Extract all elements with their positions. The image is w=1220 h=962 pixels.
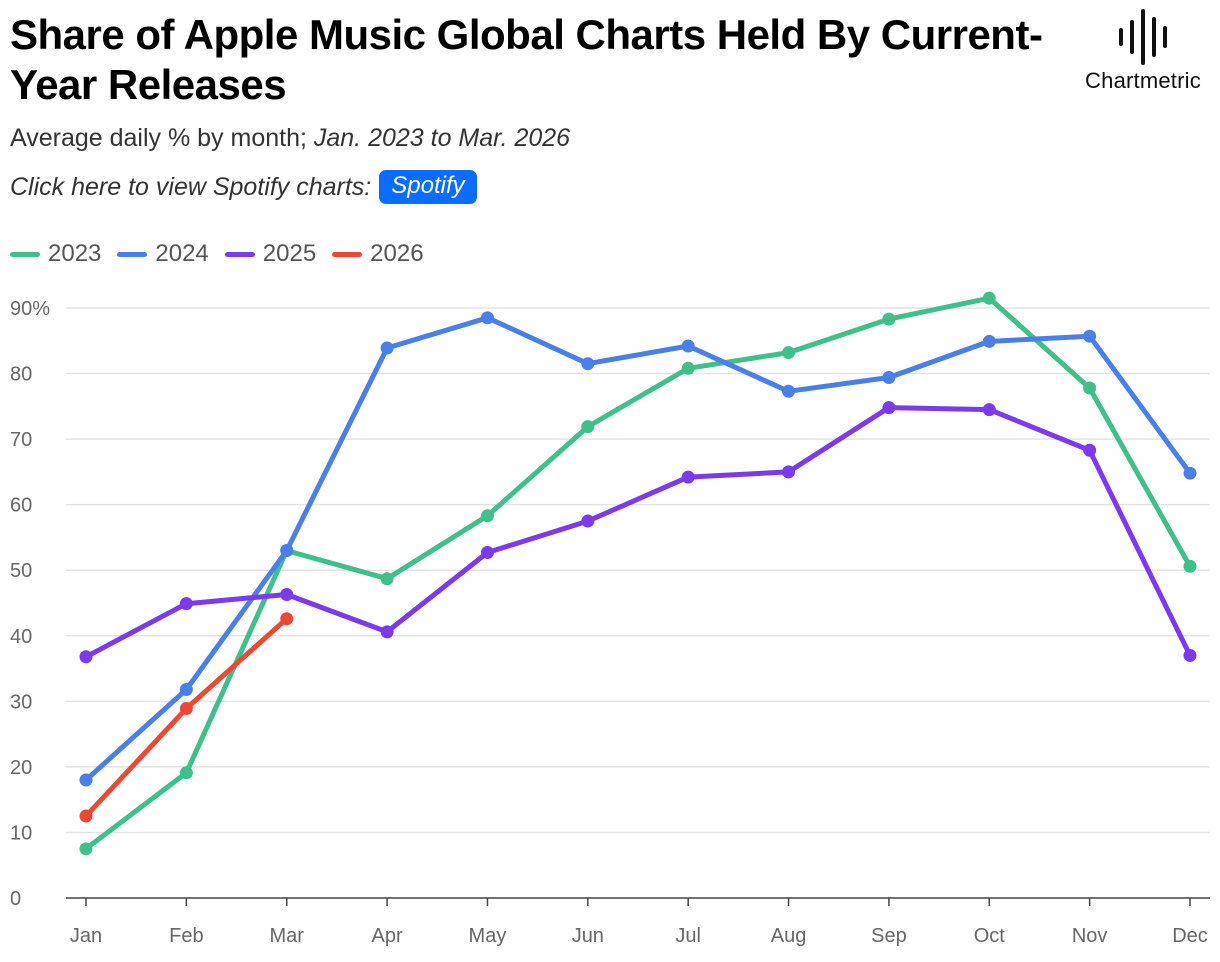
x-tick-label-jun: Jun	[572, 925, 604, 947]
data-point-2025-dec[interactable]	[1183, 648, 1197, 662]
x-tick-label-dec: Dec	[1172, 925, 1208, 947]
data-point-2023-aug[interactable]	[782, 346, 796, 360]
data-point-2026-jan[interactable]	[79, 809, 93, 823]
data-point-2025-oct[interactable]	[982, 403, 996, 417]
y-tick-label-80: 80	[10, 364, 32, 386]
data-point-2023-dec[interactable]	[1183, 559, 1197, 573]
legend-label-2023: 2023	[48, 240, 102, 267]
legend-swatch-2024	[117, 251, 148, 257]
x-tick-label-aug: Aug	[771, 925, 807, 947]
legend-swatch-2025	[224, 251, 255, 257]
x-tick-label-sep: Sep	[871, 925, 907, 947]
subtitle-date-range: Jan. 2023 to Mar. 2026	[313, 124, 571, 152]
series-line-2023[interactable]	[83, 295, 1193, 852]
x-tick-label-mar: Mar	[270, 925, 305, 947]
data-point-2023-feb[interactable]	[179, 766, 193, 780]
chart-legend: 2023 2024 2025 2026	[10, 240, 424, 268]
data-point-2023-jan[interactable]	[79, 842, 93, 856]
legend-swatch-2023	[10, 251, 40, 257]
legend-label-2026: 2026	[370, 240, 424, 267]
data-point-2026-feb[interactable]	[179, 702, 193, 716]
data-point-2023-oct[interactable]	[982, 291, 996, 305]
legend-item-2024[interactable]: 2024	[117, 240, 209, 268]
data-point-2024-may[interactable]	[480, 311, 494, 325]
legend-label-2024: 2024	[155, 240, 209, 267]
data-point-2025-feb[interactable]	[179, 597, 193, 611]
brand-name: Chartmetric	[1085, 68, 1201, 93]
data-point-2024-jul[interactable]	[681, 339, 695, 353]
data-point-2025-jan[interactable]	[79, 650, 93, 664]
spotify-charts-button[interactable]: Spotify	[379, 170, 477, 204]
y-tick-label-60: 60	[10, 495, 32, 517]
spotify-link-line: Click here to view Spotify charts: Spoti…	[10, 170, 477, 204]
y-tick-label-40: 40	[10, 626, 32, 648]
subtitle-prefix: Average daily % by month;	[10, 124, 314, 152]
chart-subtitle: Average daily % by month; Jan. 2023 to M…	[10, 124, 570, 153]
data-point-2024-sep[interactable]	[882, 370, 896, 384]
data-point-2023-nov[interactable]	[1083, 381, 1097, 395]
data-point-2026-mar[interactable]	[280, 612, 294, 626]
spotify-link-prompt: Click here to view Spotify charts:	[10, 172, 372, 201]
soundwave-icon	[1078, 8, 1208, 66]
y-tick-label-0: 0	[10, 888, 21, 910]
data-point-2024-jun[interactable]	[581, 357, 595, 371]
y-tick-label-70: 70	[10, 429, 32, 451]
data-point-2024-oct[interactable]	[982, 334, 996, 348]
data-point-2025-apr[interactable]	[380, 625, 394, 639]
data-point-2023-jul[interactable]	[681, 361, 695, 375]
data-point-2024-mar[interactable]	[280, 544, 294, 558]
series-line-2025[interactable]	[83, 405, 1193, 660]
chartmetric-logo: Chartmetric	[1078, 8, 1208, 94]
legend-item-2025[interactable]: 2025	[224, 240, 317, 268]
x-tick-label-feb: Feb	[169, 925, 203, 947]
series-line-2024[interactable]	[83, 315, 1193, 783]
data-point-2024-feb[interactable]	[179, 683, 193, 697]
data-point-2023-apr[interactable]	[380, 572, 394, 586]
y-tick-label-30: 30	[10, 691, 32, 713]
series-line-2026[interactable]	[83, 616, 290, 819]
x-tick-label-may: May	[469, 925, 507, 947]
y-tick-label-10: 10	[10, 822, 32, 844]
data-point-2025-jul[interactable]	[681, 470, 695, 484]
data-point-2024-jan[interactable]	[79, 773, 93, 787]
y-tick-label-20: 20	[10, 757, 32, 779]
x-tick-label-nov: Nov	[1072, 925, 1108, 947]
data-point-2025-aug[interactable]	[782, 465, 796, 479]
data-point-2024-nov[interactable]	[1083, 329, 1097, 343]
data-point-2025-mar[interactable]	[280, 587, 294, 601]
data-point-2025-sep[interactable]	[882, 401, 896, 415]
x-tick-label-jul: Jul	[675, 925, 701, 947]
data-point-2024-aug[interactable]	[782, 384, 796, 398]
chart-title: Share of Apple Music Global Charts Held …	[10, 11, 1043, 108]
x-tick-label-apr: Apr	[372, 925, 403, 947]
data-point-2023-may[interactable]	[480, 509, 494, 523]
x-tick-label-jan: Jan	[70, 925, 102, 947]
data-point-2025-jun[interactable]	[581, 514, 595, 528]
y-tick-label-50: 50	[10, 560, 32, 582]
data-point-2024-dec[interactable]	[1183, 466, 1197, 480]
y-tick-label-90: 90%	[10, 298, 50, 320]
legend-label-2025: 2025	[262, 240, 317, 267]
x-tick-label-oct: Oct	[974, 925, 1006, 947]
data-point-2023-jun[interactable]	[581, 420, 595, 434]
data-point-2025-may[interactable]	[480, 546, 494, 560]
data-point-2024-apr[interactable]	[380, 341, 394, 355]
legend-swatch-2026	[332, 251, 363, 257]
data-point-2023-sep[interactable]	[882, 312, 896, 326]
data-point-2025-nov[interactable]	[1083, 443, 1097, 457]
legend-item-2023[interactable]: 2023	[10, 240, 101, 268]
legend-item-2026[interactable]: 2026	[332, 240, 424, 268]
